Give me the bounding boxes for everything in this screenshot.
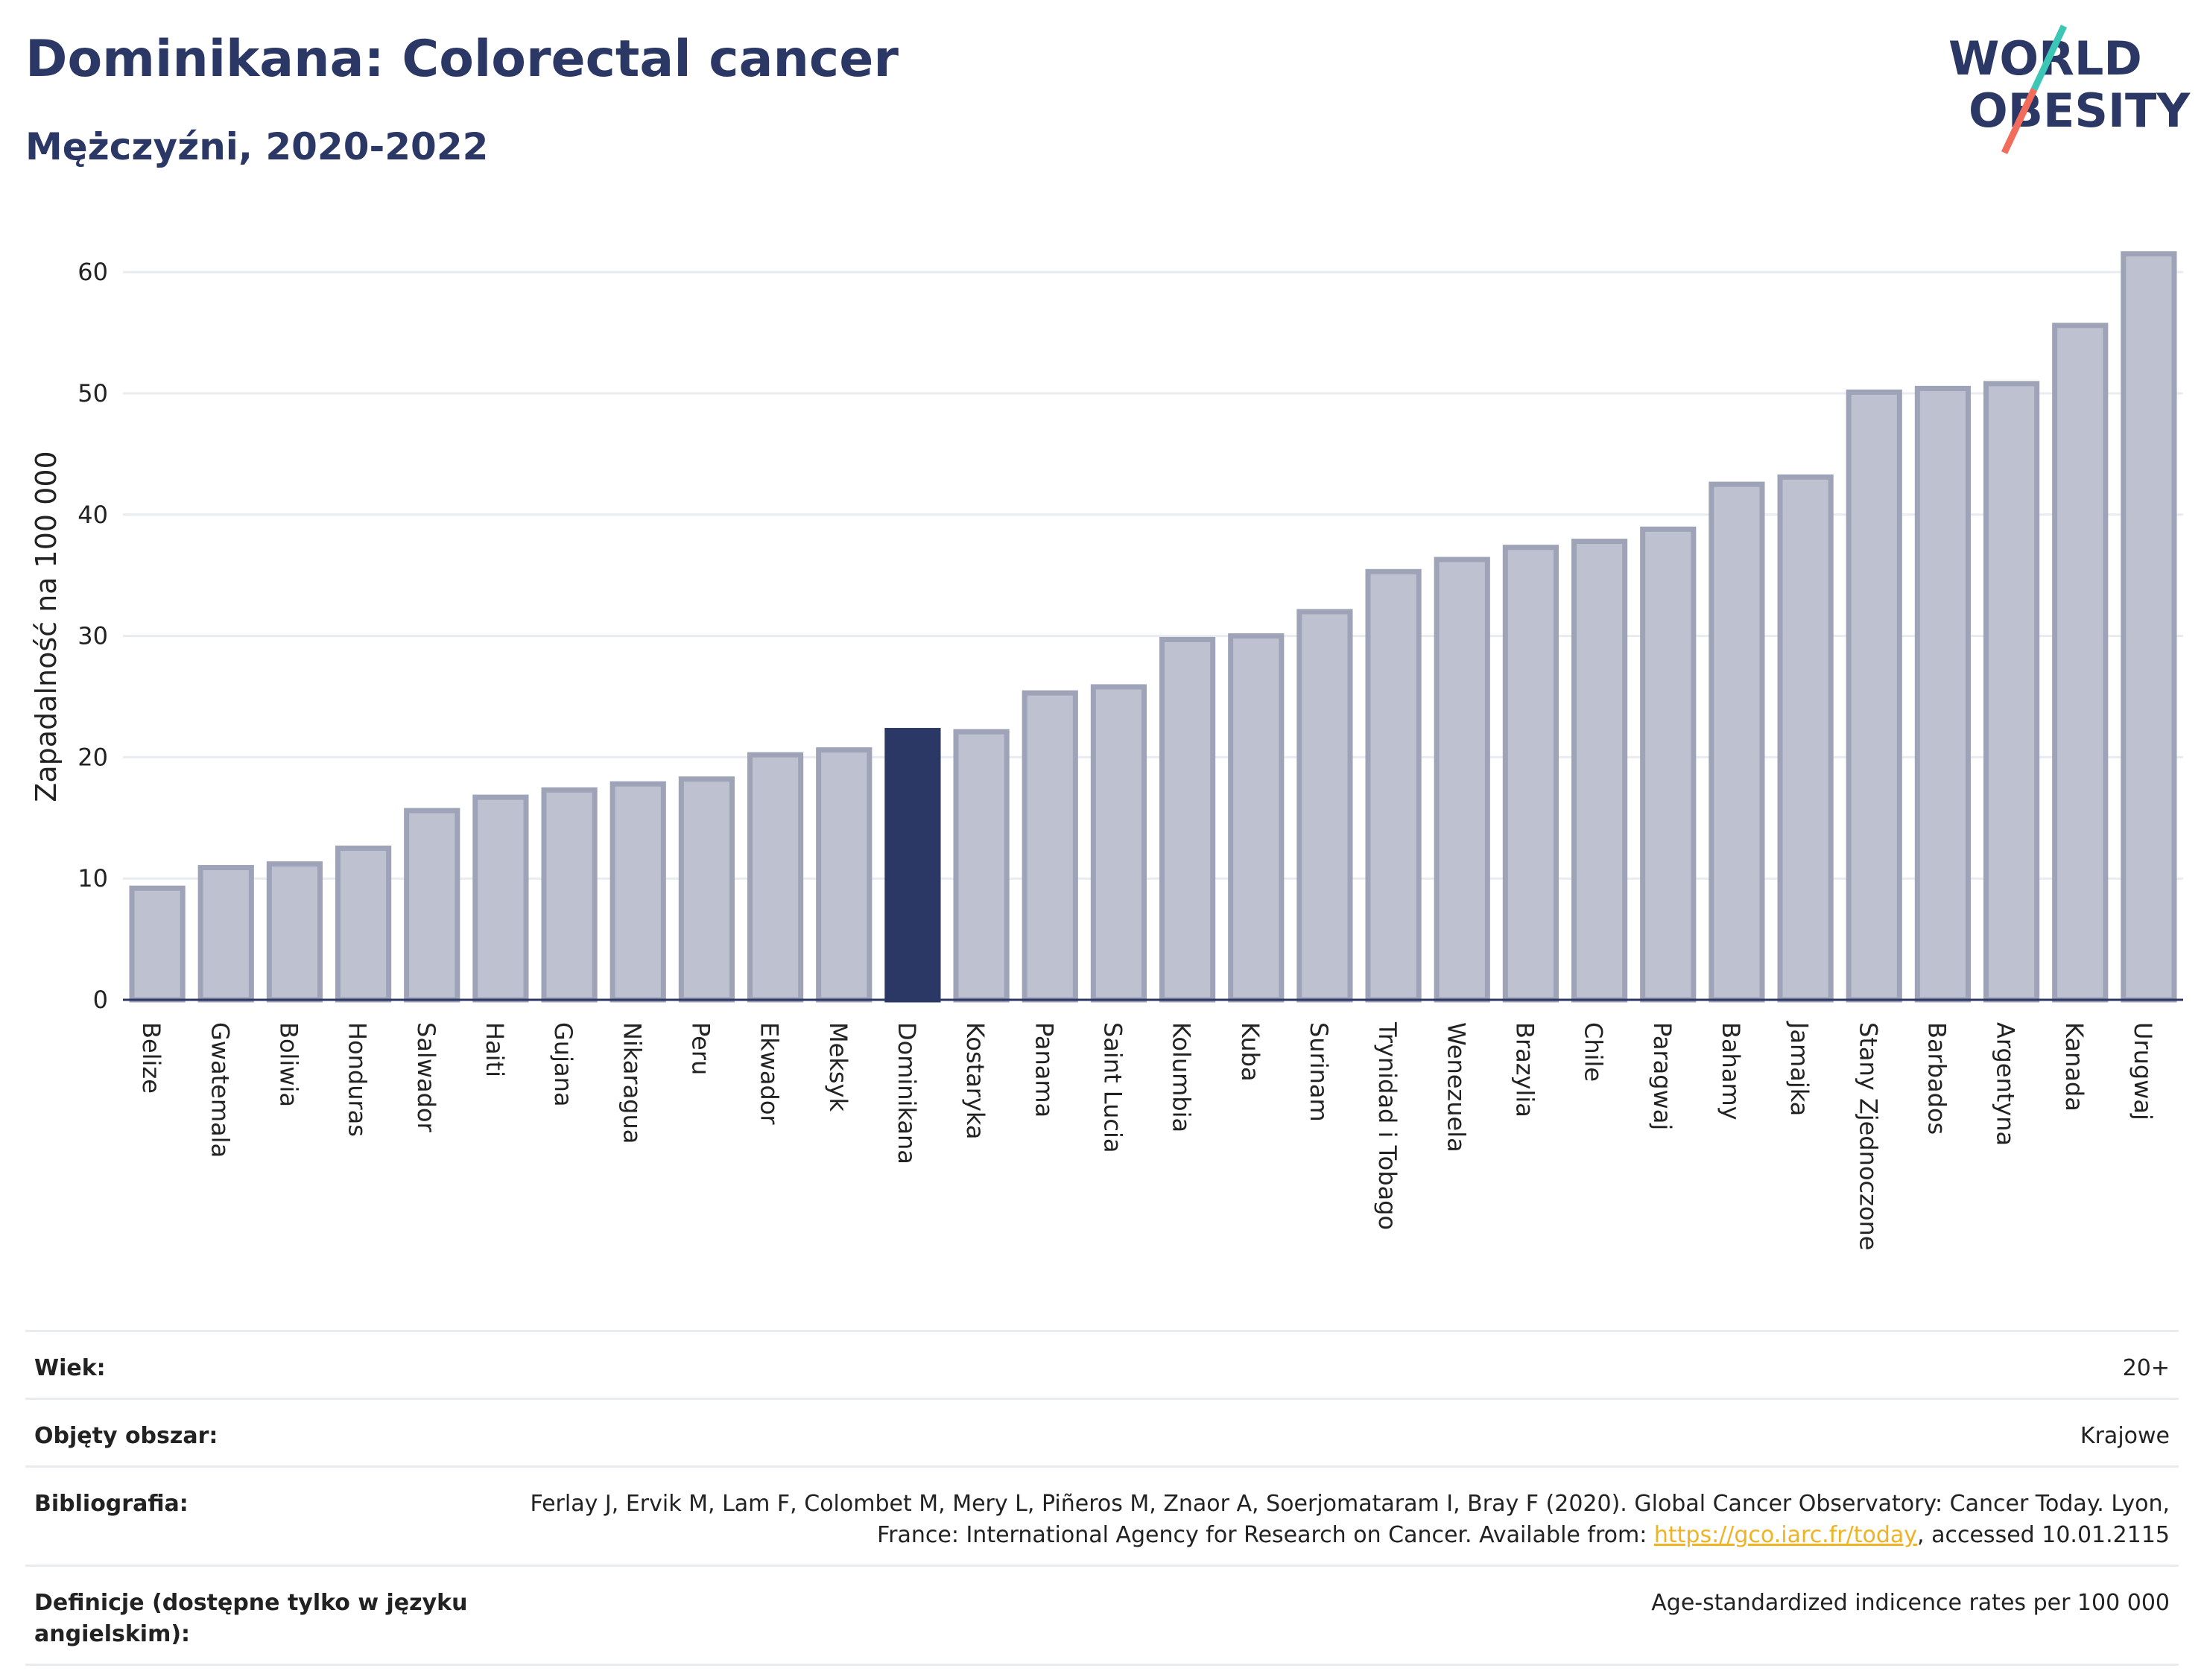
y-axis-title: Zapadalność na 100 000 xyxy=(30,451,63,802)
bar-boliwia xyxy=(266,861,323,1003)
bar-paragwaj xyxy=(1640,526,1697,1003)
logo-slash-coral xyxy=(2001,88,2038,154)
x-tick-label: Meksyk xyxy=(824,1022,852,1112)
chart-subtitle: Mężczyźni, 2020-2022 xyxy=(25,125,489,168)
bar-haiti xyxy=(472,794,529,1003)
meta-value: Age-standardized indicence rates per 100… xyxy=(1651,1590,2170,1616)
world-obesity-logo: WORLD OBESITY xyxy=(1948,25,2191,154)
x-tick-label: Boliwia xyxy=(274,1022,303,1107)
x-tick-label: Gwatemala xyxy=(206,1022,234,1158)
bar-gujana xyxy=(541,787,598,1003)
bar-stany-zjednoczone xyxy=(1846,389,1902,1003)
bar-honduras xyxy=(335,845,392,1003)
bar-ekwador xyxy=(747,752,804,1003)
y-axis-ticks: 0 10 20 30 40 50 60 xyxy=(77,258,108,1014)
bar-dominikana xyxy=(884,728,941,1003)
bar-peru xyxy=(678,776,735,1003)
bibliography-link[interactable]: https://gco.iarc.fr/today xyxy=(1653,1522,1918,1548)
meta-key: Wiek: xyxy=(34,1355,106,1381)
bibliography-text: Ferlay J, Ervik M, Lam F, Colombet M, Me… xyxy=(530,1491,2170,1548)
y-tick-label: 20 xyxy=(77,743,108,771)
bar-kostaryka xyxy=(953,729,1010,1003)
x-tick-label: Surinam xyxy=(1305,1022,1333,1122)
bar-salwador xyxy=(404,808,460,1003)
bar-belize xyxy=(129,885,186,1003)
x-tick-label: Saint Lucia xyxy=(1098,1022,1127,1153)
logo-slash-teal xyxy=(2030,25,2068,91)
x-tick-label: Kolumbia xyxy=(1168,1022,1196,1132)
x-tick-label: Bahamy xyxy=(1717,1022,1745,1120)
bar-brazylia xyxy=(1502,545,1559,1003)
x-tick-label: Paragwaj xyxy=(1648,1022,1676,1130)
bar-trynidad-i-tobago xyxy=(1365,568,1422,1003)
y-tick-label: 40 xyxy=(77,501,108,529)
x-tick-label: Belize xyxy=(137,1022,165,1094)
bar-kanada xyxy=(2052,323,2109,1003)
bar-jamajka xyxy=(1777,474,1834,1003)
x-axis-labels: Belize Gwatemala Boliwia Honduras Salwador Ha… xyxy=(137,1021,2157,1250)
bar-gwatemala xyxy=(197,865,254,1003)
meta-key: Definicje (dostępne tylko w języku angie… xyxy=(34,1590,468,1647)
bar-nikaragua xyxy=(609,781,666,1003)
x-tick-label: Kanada xyxy=(2060,1022,2089,1112)
bar-wenezuela xyxy=(1434,557,1490,1003)
bar-argentyna xyxy=(1983,381,2040,1003)
y-tick-label: 50 xyxy=(77,379,108,408)
bars xyxy=(129,251,2177,1003)
bar-surinam xyxy=(1296,609,1353,1003)
meta-key: Objęty obszar: xyxy=(34,1423,218,1449)
bar-saint-lucia xyxy=(1090,684,1147,1003)
bar-kolumbia xyxy=(1159,636,1216,1003)
x-tick-label: Haiti xyxy=(481,1022,509,1077)
meta-row-bibliography: Bibliografia: Ferlay J, Ervik M, Lam F, … xyxy=(25,1465,2179,1565)
x-tick-label: Barbados xyxy=(1922,1022,1951,1135)
y-tick-label: 30 xyxy=(77,622,108,650)
x-tick-label: Chile xyxy=(1580,1022,1608,1082)
x-tick-label: Argentyna xyxy=(1992,1022,2020,1146)
x-tick-label: Kuba xyxy=(1236,1022,1264,1082)
x-tick-label: Nikaragua xyxy=(618,1022,646,1144)
meta-value: 20+ xyxy=(2122,1355,2170,1381)
meta-key: Bibliografia: xyxy=(34,1491,189,1517)
x-tick-label: Gujana xyxy=(549,1022,577,1106)
meta-value: Krajowe xyxy=(2080,1423,2170,1449)
meta-value: Ferlay J, Ervik M, Lam F, Colombet M, Me… xyxy=(496,1489,2170,1551)
x-tick-label: Ekwador xyxy=(756,1022,784,1125)
bar-chile xyxy=(1571,539,1628,1003)
y-tick-label: 0 xyxy=(93,986,108,1014)
y-tick-label: 10 xyxy=(77,864,108,893)
x-tick-label: Salwador xyxy=(412,1022,440,1132)
x-tick-label: Honduras xyxy=(343,1022,372,1137)
bar-kuba xyxy=(1228,633,1285,1003)
x-tick-label: Kostaryka xyxy=(961,1022,989,1139)
y-tick-label: 60 xyxy=(77,258,108,286)
bar-bahamy xyxy=(1709,481,1765,1003)
x-tick-label: Stany Zjednoczone xyxy=(1854,1022,1882,1250)
x-tick-label: Trynidad i Tobago xyxy=(1373,1021,1402,1230)
bar-meksyk xyxy=(816,747,873,1003)
x-tick-label: Brazylia xyxy=(1510,1022,1539,1118)
x-tick-label: Wenezuela xyxy=(1442,1022,1470,1153)
meta-row-age: Wiek: 20+ xyxy=(25,1330,2179,1398)
x-tick-label: Panama xyxy=(1030,1022,1058,1118)
x-tick-label: Jamajka xyxy=(1785,1021,1814,1116)
bar-barbados xyxy=(1914,385,1972,1003)
bar-urugwaj xyxy=(2121,251,2177,1003)
x-tick-label: Peru xyxy=(686,1022,715,1075)
bar-panama xyxy=(1022,690,1078,1003)
logo-text-obesity: OBESITY xyxy=(1969,83,2191,138)
bar-chart: 0 10 20 30 40 50 60 Belize Gwatemala Boliwia Hond… xyxy=(30,251,2183,1250)
chart-title: Dominikana: Colorectal cancer xyxy=(25,30,899,89)
x-tick-label: Dominikana xyxy=(893,1022,921,1164)
meta-row-coverage: Objęty obszar: Krajowe xyxy=(25,1398,2179,1465)
x-tick-label: Urugwaj xyxy=(2129,1022,2157,1120)
bibliography-suffix: , accessed 10.01.2115 xyxy=(1917,1522,2170,1548)
metadata-table: Wiek: 20+ Objęty obszar: Krajowe Bibliog… xyxy=(25,1330,2179,1666)
meta-row-definitions: Definicje (dostępne tylko w języku angie… xyxy=(25,1565,2179,1666)
